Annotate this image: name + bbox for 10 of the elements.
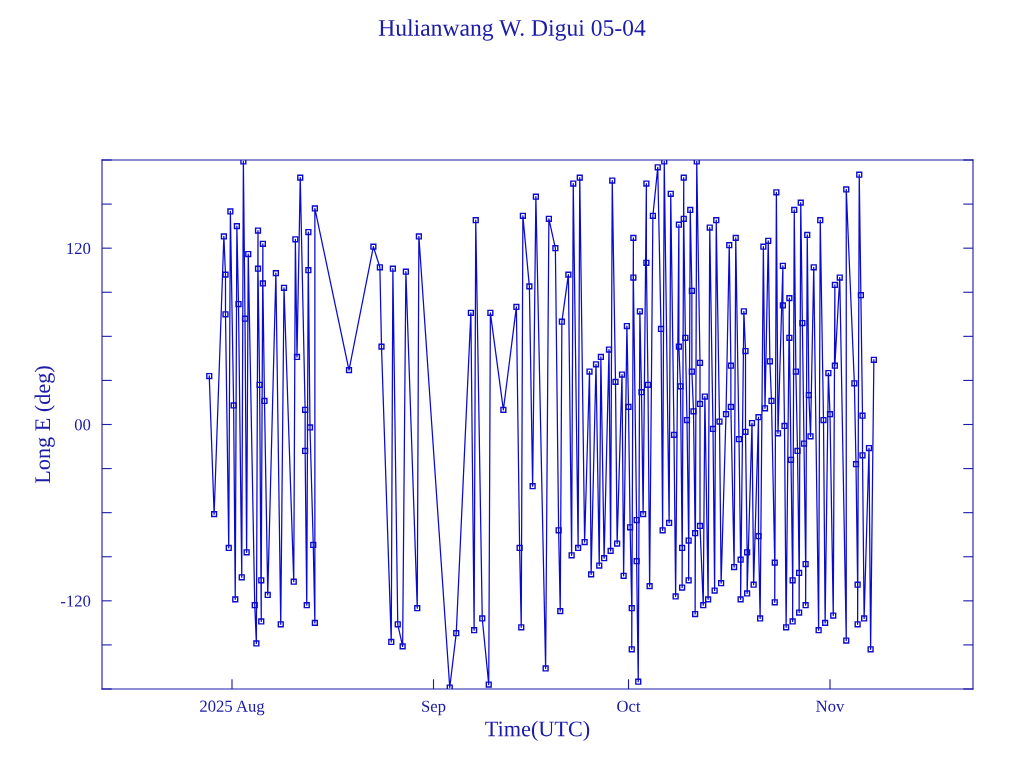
x-tick-label: 2025 Aug xyxy=(200,700,265,716)
y-tick-label: -120 xyxy=(60,595,91,607)
chart-title: Hulianwang W. Digui 05-04 xyxy=(378,19,646,41)
x-tick-label: Sep xyxy=(422,700,446,716)
x-tick-label: Oct xyxy=(617,700,641,712)
y-tick-label: 00 xyxy=(74,419,91,431)
x-axis-title: Time(UTC) xyxy=(485,720,590,741)
x-tick-label: Nov xyxy=(816,700,845,712)
y-tick-label: 120 xyxy=(67,242,91,255)
y-axis-title: Long E (deg) xyxy=(34,366,55,484)
